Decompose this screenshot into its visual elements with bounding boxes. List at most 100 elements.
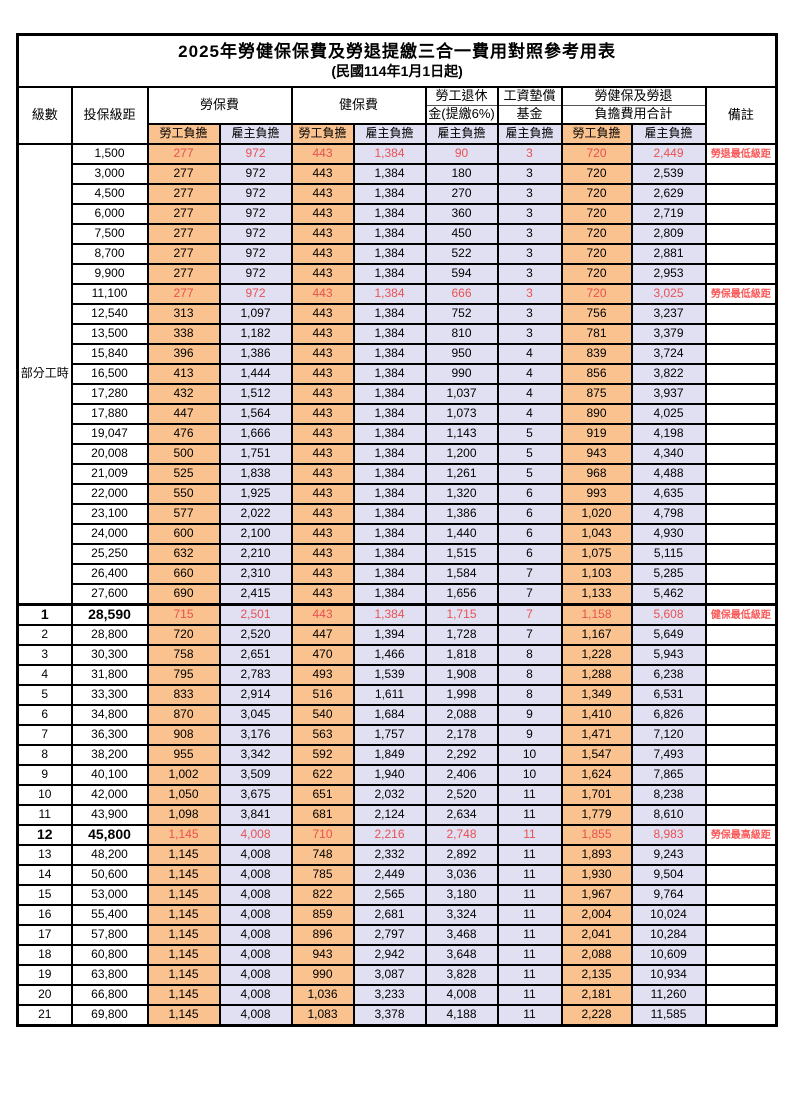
labor-fee-employee: 1,145: [146, 844, 221, 866]
remark: [704, 864, 778, 886]
wage-fund-employer: 11: [496, 964, 563, 986]
total-employer: 8,983: [630, 824, 707, 846]
remark: 健保最低級距: [704, 603, 778, 626]
total-employer: 6,531: [630, 684, 707, 706]
table-row: 1 28,590 715 2,501 443 1,384 1,715 7 1,158 5,608 健…: [16, 603, 778, 626]
health-fee-employer: 1,384: [352, 463, 427, 485]
remark: [704, 724, 778, 746]
total-employee: 875: [560, 383, 633, 405]
table-row: 15 53,000 1,145 4,008 822 2,565 3,180 11 1,967 9,…: [16, 884, 778, 906]
header-health-insurance: 健保費: [290, 86, 427, 125]
labor-fee-employer: 3,841: [218, 804, 293, 826]
labor-fee-employee: 1,145: [146, 944, 221, 966]
remark: 勞保最高級距: [704, 824, 778, 846]
health-fee-employer: 1,539: [352, 664, 427, 686]
health-fee-employee: 516: [290, 684, 355, 706]
health-fee-employee: 443: [290, 183, 355, 205]
salary-bracket: 28,800: [70, 624, 149, 646]
wage-fund-employer: 3: [496, 243, 563, 265]
labor-fee-employee: 277: [146, 203, 221, 225]
health-fee-employer: 1,384: [352, 343, 427, 365]
labor-fee-employee: 413: [146, 363, 221, 385]
labor-fee-employer: 2,783: [218, 664, 293, 686]
wage-fund-employer: 3: [496, 303, 563, 325]
labor-fee-employer: 3,176: [218, 724, 293, 746]
table-row: 5 33,300 833 2,914 516 1,611 1,998 8 1,349 6,531: [16, 684, 778, 706]
salary-bracket: 7,500: [70, 223, 149, 245]
salary-bracket: 55,400: [70, 904, 149, 926]
remark: [704, 784, 778, 806]
health-fee-employer: 1,384: [352, 443, 427, 465]
health-fee-employer: 3,087: [352, 964, 427, 986]
labor-fee-employer: 2,651: [218, 644, 293, 666]
labor-fee-employee: 600: [146, 523, 221, 545]
labor-fee-employer: 4,008: [218, 984, 293, 1006]
subheader-health-employee: 勞工負擔: [290, 123, 355, 145]
labor-fee-employer: 3,675: [218, 784, 293, 806]
wage-fund-employer: 11: [496, 904, 563, 926]
subheader-health-employer: 雇主負擔: [352, 123, 427, 145]
total-employer: 4,930: [630, 523, 707, 545]
labor-fee-employee: 277: [146, 183, 221, 205]
pension-employer: 4,188: [424, 1004, 499, 1027]
labor-fee-employer: 4,008: [218, 964, 293, 986]
pension-employer: 1,261: [424, 463, 499, 485]
labor-fee-employer: 1,512: [218, 383, 293, 405]
total-employer: 5,285: [630, 563, 707, 585]
pension-employer: 1,728: [424, 624, 499, 646]
level-number: 17: [16, 924, 73, 946]
pension-employer: 810: [424, 323, 499, 345]
pension-employer: 360: [424, 203, 499, 225]
labor-fee-employee: 955: [146, 744, 221, 766]
health-fee-employee: 443: [290, 223, 355, 245]
labor-fee-employee: 690: [146, 583, 221, 606]
table-row: 25,250 632 2,210 443 1,384 1,515 6 1,075 5,115: [18, 543, 778, 565]
remark: [704, 624, 778, 646]
wage-fund-employer: 11: [496, 824, 563, 846]
health-fee-employee: 443: [290, 243, 355, 265]
labor-fee-employee: 1,050: [146, 784, 221, 806]
total-employer: 9,243: [630, 844, 707, 866]
labor-fee-employer: 4,008: [218, 824, 293, 846]
remark: [704, 163, 778, 185]
wage-fund-employer: 6: [496, 503, 563, 525]
total-employee: 1,855: [560, 824, 633, 846]
header-labor-insurance: 勞保費: [146, 86, 293, 125]
header-total-line2: 負擔費用合計: [560, 105, 707, 125]
wage-fund-employer: 11: [496, 924, 563, 946]
total-employee: 2,181: [560, 984, 633, 1006]
salary-bracket: 63,800: [70, 964, 149, 986]
wage-fund-employer: 11: [496, 944, 563, 966]
total-employee: 1,043: [560, 523, 633, 545]
page-title: 2025年勞健保保費及勞退提繳三合一費用對照參考用表: [178, 41, 616, 61]
labor-fee-employer: 2,520: [218, 624, 293, 646]
wage-fund-employer: 6: [496, 523, 563, 545]
labor-fee-employer: 2,415: [218, 583, 293, 606]
wage-fund-employer: 3: [496, 163, 563, 185]
labor-fee-employer: 3,509: [218, 764, 293, 786]
wage-fund-employer: 5: [496, 423, 563, 445]
health-fee-employee: 443: [290, 583, 355, 606]
labor-fee-employee: 1,145: [146, 824, 221, 846]
total-employer: 5,462: [630, 583, 707, 606]
wage-fund-employer: 11: [496, 864, 563, 886]
health-fee-employee: 443: [290, 463, 355, 485]
labor-fee-employee: 277: [146, 223, 221, 245]
wage-fund-employer: 3: [496, 183, 563, 205]
labor-fee-employee: 660: [146, 563, 221, 585]
total-employer: 3,379: [630, 323, 707, 345]
labor-fee-employee: 338: [146, 323, 221, 345]
labor-fee-employer: 1,666: [218, 423, 293, 445]
health-fee-employer: 1,384: [352, 503, 427, 525]
total-employee: 720: [560, 183, 633, 205]
table-row: 19 63,800 1,145 4,008 990 3,087 3,828 11 2,135 10…: [16, 964, 778, 986]
wage-fund-employer: 7: [496, 563, 563, 585]
total-employer: 11,260: [630, 984, 707, 1006]
total-employer: 7,120: [630, 724, 707, 746]
salary-bracket: 3,000: [70, 163, 149, 185]
pension-employer: 2,088: [424, 704, 499, 726]
pension-employer: 522: [424, 243, 499, 265]
pension-employer: 2,178: [424, 724, 499, 746]
salary-bracket: 1,500: [70, 143, 149, 165]
remark: 勞退最低級距: [704, 143, 778, 165]
